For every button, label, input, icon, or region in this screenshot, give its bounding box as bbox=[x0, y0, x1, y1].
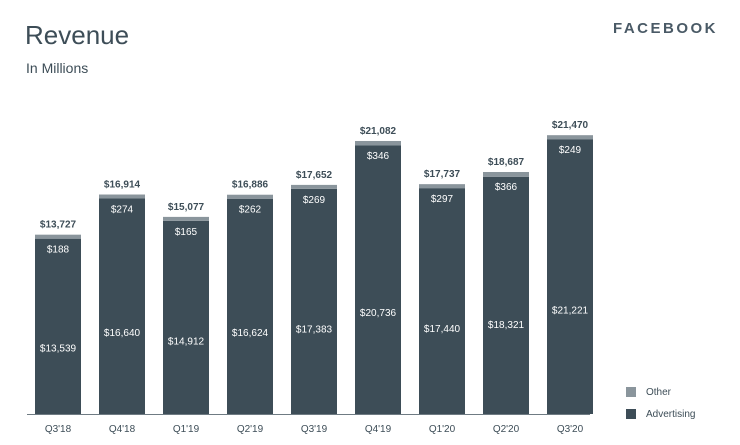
legend-swatch-other bbox=[626, 387, 636, 397]
bar-other bbox=[163, 216, 209, 221]
data-label-other: $188 bbox=[47, 245, 70, 256]
data-label-total: $16,914 bbox=[104, 180, 141, 191]
legend-swatch-advertising bbox=[626, 409, 636, 419]
data-label-other: $274 bbox=[111, 205, 134, 216]
bar-advertising bbox=[419, 188, 465, 414]
x-tick-label: Q4'18 bbox=[109, 424, 136, 435]
bar-advertising bbox=[227, 198, 273, 414]
x-tick-label: Q3'20 bbox=[557, 424, 584, 435]
data-label-other: $249 bbox=[559, 145, 582, 156]
page-title: Revenue bbox=[25, 20, 130, 50]
data-label-total: $17,652 bbox=[296, 170, 333, 181]
bar-other bbox=[227, 194, 273, 199]
data-label-other: $297 bbox=[431, 194, 454, 205]
x-tick-label: Q1'20 bbox=[429, 424, 456, 435]
data-label-other: $346 bbox=[367, 151, 390, 162]
x-tick-label: Q3'19 bbox=[301, 424, 328, 435]
x-tick-label: Q2'20 bbox=[493, 424, 520, 435]
x-tick-label: Q1'19 bbox=[173, 424, 200, 435]
data-label-total: $21,082 bbox=[360, 126, 397, 137]
bar-other bbox=[547, 135, 593, 140]
bar-advertising bbox=[99, 198, 145, 414]
bar-advertising bbox=[547, 139, 593, 414]
data-label-total: $17,737 bbox=[424, 169, 461, 180]
data-label-total: $21,470 bbox=[552, 120, 589, 131]
data-label-total: $18,687 bbox=[488, 157, 525, 168]
data-label-total: $16,886 bbox=[232, 180, 269, 191]
page-subtitle: In Millions bbox=[26, 60, 89, 76]
x-tick-label: Q2'19 bbox=[237, 424, 264, 435]
legend-item-other: Other bbox=[626, 381, 695, 403]
bar-advertising bbox=[35, 238, 81, 414]
bar-advertising bbox=[355, 145, 401, 414]
data-label-advertising: $18,321 bbox=[488, 320, 525, 331]
x-tick-label: Q3'18 bbox=[45, 424, 72, 435]
legend-label-advertising: Advertising bbox=[646, 408, 696, 420]
bar-advertising bbox=[291, 188, 337, 414]
data-label-other: $262 bbox=[239, 205, 262, 216]
bar-other bbox=[483, 172, 529, 177]
data-label-other: $165 bbox=[175, 227, 198, 238]
bar-advertising bbox=[163, 220, 209, 414]
data-label-advertising: $13,539 bbox=[40, 343, 77, 354]
bar-other bbox=[355, 140, 401, 146]
data-label-advertising: $17,440 bbox=[424, 324, 461, 335]
data-label-total: $13,727 bbox=[40, 220, 77, 231]
bar-other bbox=[99, 194, 145, 199]
chart-legend: Other Advertising bbox=[626, 381, 695, 425]
data-label-other: $366 bbox=[495, 182, 518, 193]
data-label-advertising: $17,383 bbox=[296, 324, 333, 335]
data-label-advertising: $21,221 bbox=[552, 306, 589, 317]
data-label-other: $269 bbox=[303, 195, 326, 206]
data-label-advertising: $16,624 bbox=[232, 328, 269, 339]
legend-item-advertising: Advertising bbox=[626, 403, 695, 425]
x-tick-label: Q4'19 bbox=[365, 424, 392, 435]
bar-advertising bbox=[483, 176, 529, 414]
data-label-total: $15,077 bbox=[168, 202, 205, 213]
brand-logo: FACEBOOK bbox=[612, 20, 718, 37]
bar-other bbox=[419, 184, 465, 189]
bar-other bbox=[291, 184, 337, 189]
data-label-advertising: $20,736 bbox=[360, 308, 397, 319]
legend-label-other: Other bbox=[646, 386, 672, 398]
data-label-advertising: $16,640 bbox=[104, 328, 141, 339]
data-label-advertising: $14,912 bbox=[168, 337, 205, 348]
bar-other bbox=[35, 234, 81, 239]
